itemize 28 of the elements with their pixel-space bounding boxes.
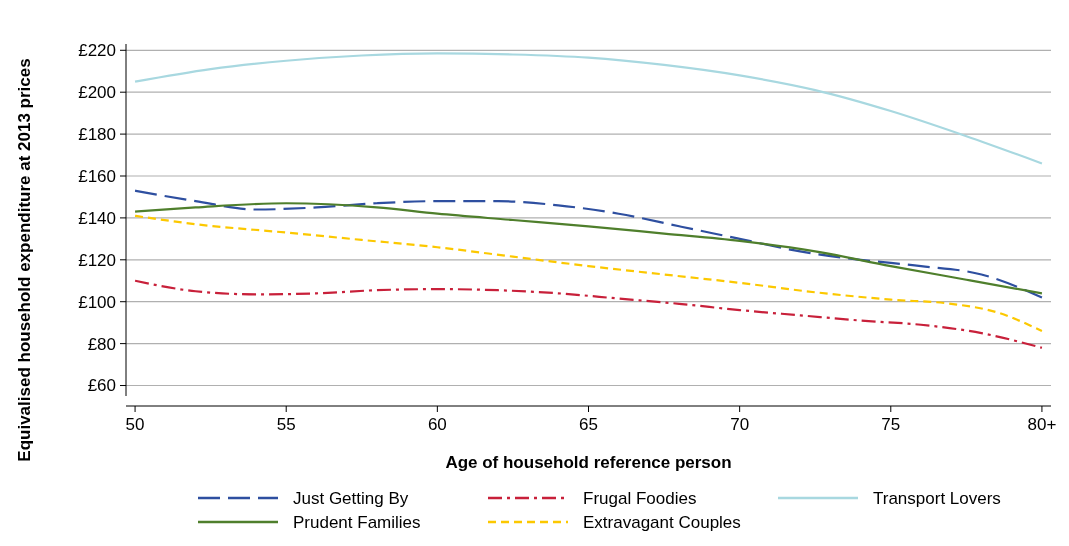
y-tick-label: £120 xyxy=(78,250,116,270)
legend-label: Prudent Families xyxy=(293,512,421,532)
x-tick-label: 80+ xyxy=(1027,415,1057,434)
y-tick-label: £80 xyxy=(87,334,116,354)
x-tick-label: 65 xyxy=(579,415,598,434)
line-series xyxy=(133,189,1044,299)
x-tick-label: 70 xyxy=(730,415,750,434)
legend-label: Transport Lovers xyxy=(873,488,1001,508)
y-tick-label: £160 xyxy=(78,166,116,186)
legend-label: Frugal Foodies xyxy=(583,488,697,508)
y-tick-label: £180 xyxy=(78,125,116,145)
y-axis-title: Equivalised household expenditure at 2013 prices xyxy=(15,58,34,462)
y-tick-label: £140 xyxy=(78,208,116,228)
legend-label: Just Getting By xyxy=(293,488,409,508)
x-tick-label: 60 xyxy=(427,415,447,434)
y-tick-label: £200 xyxy=(78,83,116,103)
y-tick-label: £220 xyxy=(78,41,116,61)
line-series xyxy=(133,52,1044,165)
x-tick-label: 75 xyxy=(881,415,901,434)
x-axis-title: Age of household reference person xyxy=(445,453,732,472)
y-tick-label: £100 xyxy=(78,292,116,312)
line-series xyxy=(133,214,1044,333)
x-tick-label: 55 xyxy=(276,415,296,434)
legend-label: Extravagant Couples xyxy=(583,512,741,532)
y-tick-label: £60 xyxy=(87,376,116,396)
line-series xyxy=(133,279,1044,349)
line-series xyxy=(133,202,1044,295)
x-tick-label: 50 xyxy=(125,415,145,434)
